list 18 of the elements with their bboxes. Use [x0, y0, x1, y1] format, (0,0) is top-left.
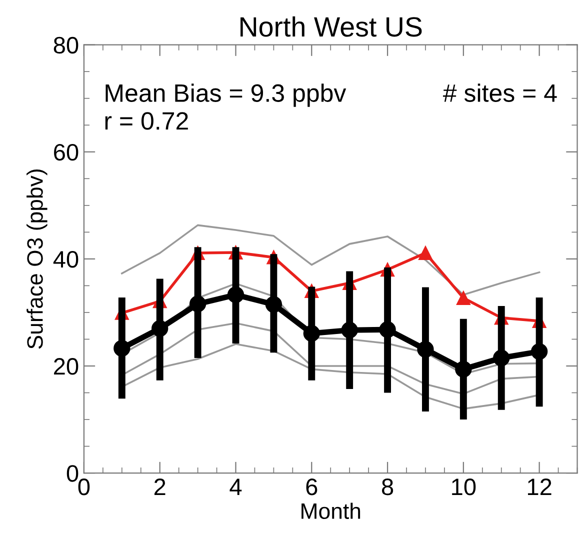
- y-tick-label: 40: [53, 251, 78, 268]
- x-tick-label: 12: [528, 478, 552, 496]
- x-axis-title: Month: [302, 502, 360, 520]
- y-tick-label: 60: [54, 144, 78, 161]
- chart-title: North West US: [240, 16, 422, 37]
- x-tick-label: 2: [154, 478, 166, 496]
- annotation: r = 0.72: [105, 112, 188, 130]
- y-tick-label: 20: [54, 358, 78, 375]
- x-tick-label: 0: [78, 478, 90, 496]
- y-tick-label: 80: [54, 36, 78, 54]
- annotation: # sites = 4: [442, 84, 557, 102]
- x-tick-label: 8: [382, 478, 394, 496]
- x-tick-label: 10: [452, 478, 476, 496]
- annotation: Mean Bias = 9.3 ppbv: [106, 84, 346, 107]
- x-tick-label: 6: [306, 478, 318, 496]
- y-tick-label: 0: [66, 465, 78, 482]
- y-axis-title: Surface O3 (ppbv): [26, 170, 48, 349]
- x-tick-label: 4: [230, 478, 242, 496]
